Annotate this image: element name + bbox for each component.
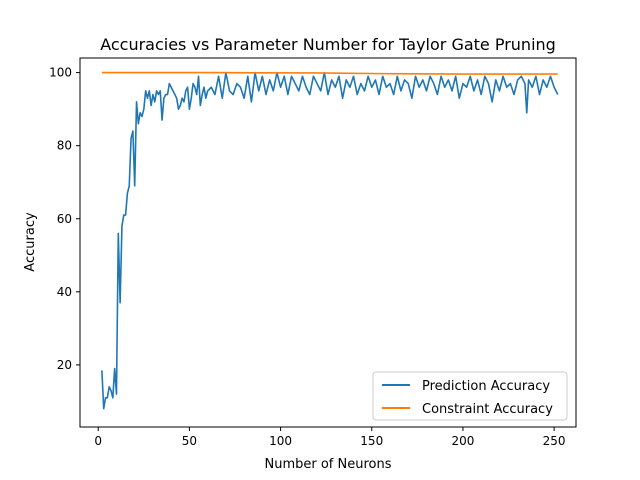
chart-title: Accuracies vs Parameter Number for Taylo… — [100, 35, 556, 54]
x-tick-label: 150 — [360, 434, 383, 448]
y-tick-label: 40 — [57, 285, 72, 299]
series-line-prediction — [101, 71, 559, 410]
x-tick-label: 50 — [182, 434, 197, 448]
legend-label-prediction: Prediction Accuracy — [422, 379, 550, 394]
y-axis-label: Accuracy — [23, 212, 38, 272]
x-tick-label: 100 — [269, 434, 292, 448]
y-tick-label: 100 — [49, 66, 72, 80]
x-tick-label: 0 — [94, 434, 102, 448]
x-tick-label: 250 — [543, 434, 566, 448]
legend-label-constraint: Constraint Accuracy — [422, 402, 553, 417]
y-tick-label: 60 — [57, 212, 72, 226]
legend: Prediction Accuracy Constraint Accuracy — [372, 371, 568, 421]
plot-frame — [79, 57, 577, 428]
x-axis-ticks: 0 50 100 150 200 250 — [94, 427, 566, 448]
x-tick-label: 200 — [451, 434, 474, 448]
y-axis-ticks: 20 40 60 80 100 — [49, 66, 80, 372]
legend-box — [372, 371, 568, 421]
plot-lines — [101, 71, 559, 410]
y-tick-label: 80 — [57, 139, 72, 153]
x-axis-label: Number of Neurons — [264, 457, 391, 472]
y-tick-label: 20 — [57, 358, 72, 372]
series-line-constraint — [101, 71, 558, 75]
